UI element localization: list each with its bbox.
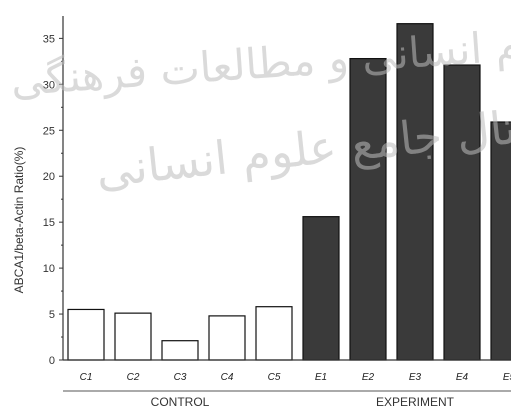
y-axis-label: ABCA1/beta-Actin Ratio(%) <box>12 147 26 294</box>
axes <box>59 16 511 392</box>
bar-E2 <box>349 57 387 361</box>
bar-E4 <box>443 64 481 361</box>
bar-E3 <box>396 23 434 361</box>
x-tick-label-C2: C2 <box>127 372 140 383</box>
x-tick-label-C3: C3 <box>174 372 187 383</box>
group-label-experiment: EXPERIMENT <box>376 395 455 409</box>
bars-layer <box>67 23 511 361</box>
bar-C4 <box>208 315 246 361</box>
x-tick-label-E3: E3 <box>409 372 422 383</box>
y-tick-label-20: 20 <box>43 171 55 183</box>
x-tick-label-E5: E5 <box>503 372 511 383</box>
x-tick-label-E1: E1 <box>315 372 327 383</box>
x-tick-label-E4: E4 <box>456 372 469 383</box>
bar-E1 <box>302 216 340 361</box>
y-tick-label-5: 5 <box>49 309 55 321</box>
group-label-control: CONTROL <box>151 395 210 409</box>
x-tick-label-E2: E2 <box>362 372 375 383</box>
bar-C2 <box>114 312 152 361</box>
x-tick-label-C5: C5 <box>268 372 281 383</box>
y-tick-label-30: 30 <box>43 79 55 91</box>
bar-C1 <box>67 308 105 361</box>
x-tick-label-C1: C1 <box>80 372 93 383</box>
x-tick-label-C4: C4 <box>221 372 234 383</box>
y-tick-label-35: 35 <box>43 33 55 45</box>
bar-C3 <box>161 340 199 361</box>
labels: C1 C2 C3 C4 C5 E1 E2 E3 E4 E5 0 5 10 15 20 25 30 35 ABCA1/… <box>12 33 511 409</box>
y-tick-label-25: 25 <box>43 125 55 137</box>
y-tick-label-15: 15 <box>43 217 55 229</box>
bar-E5 <box>490 121 511 361</box>
y-tick-label-0: 0 <box>49 355 55 367</box>
y-tick-label-10: 10 <box>43 263 55 275</box>
bar-C5 <box>255 306 293 361</box>
